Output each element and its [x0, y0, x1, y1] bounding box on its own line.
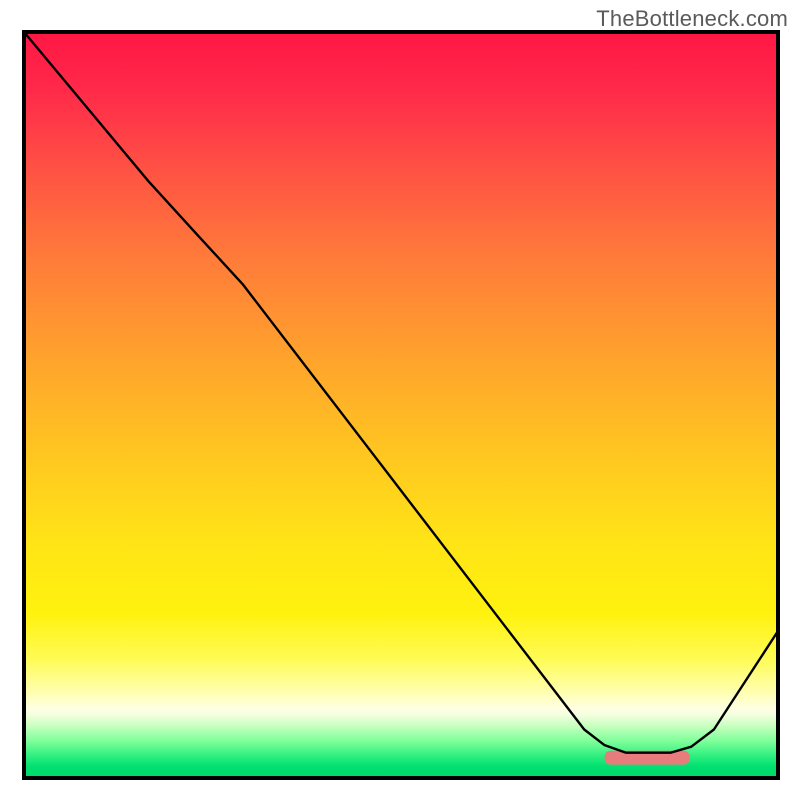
- gradient-background: [24, 32, 778, 778]
- bottleneck-curve-chart: [0, 0, 800, 800]
- chart-container: TheBottleneck.com: [0, 0, 800, 800]
